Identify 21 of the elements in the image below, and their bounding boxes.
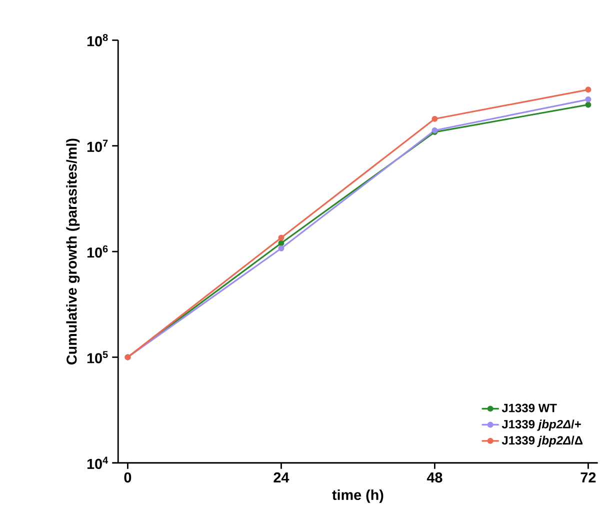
point	[278, 245, 284, 252]
point	[585, 102, 592, 108]
point	[585, 96, 592, 102]
y-tick-label: 10$^{7}$	[87, 140, 108, 152]
legend-label: J1339 jbp2Δ/Δ	[502, 436, 583, 447]
legend-label: J1339 WT	[502, 404, 557, 412]
y-axis-title: Cumulative growth (parasites/ml)	[66, 138, 80, 364]
x-tick-label: 48	[426, 472, 442, 483]
point	[278, 234, 284, 241]
point	[585, 86, 592, 93]
x-tick-label: 72	[580, 472, 596, 482]
y-tick-label: 10$^{8}$	[87, 34, 108, 46]
y-tick-label: 10$^{4}$	[87, 456, 108, 469]
x-axis-title: time (h)	[332, 489, 384, 503]
legend-label: J1339 jbp2Δ/+	[502, 420, 581, 431]
point	[432, 116, 438, 122]
point	[278, 240, 284, 246]
y-tick-label: 10$^{6}$	[87, 245, 108, 258]
x-tick-label: 0	[124, 472, 132, 483]
x-tick-label: 24	[274, 472, 290, 482]
y-tick-label: 10$^{5}$	[87, 351, 108, 364]
